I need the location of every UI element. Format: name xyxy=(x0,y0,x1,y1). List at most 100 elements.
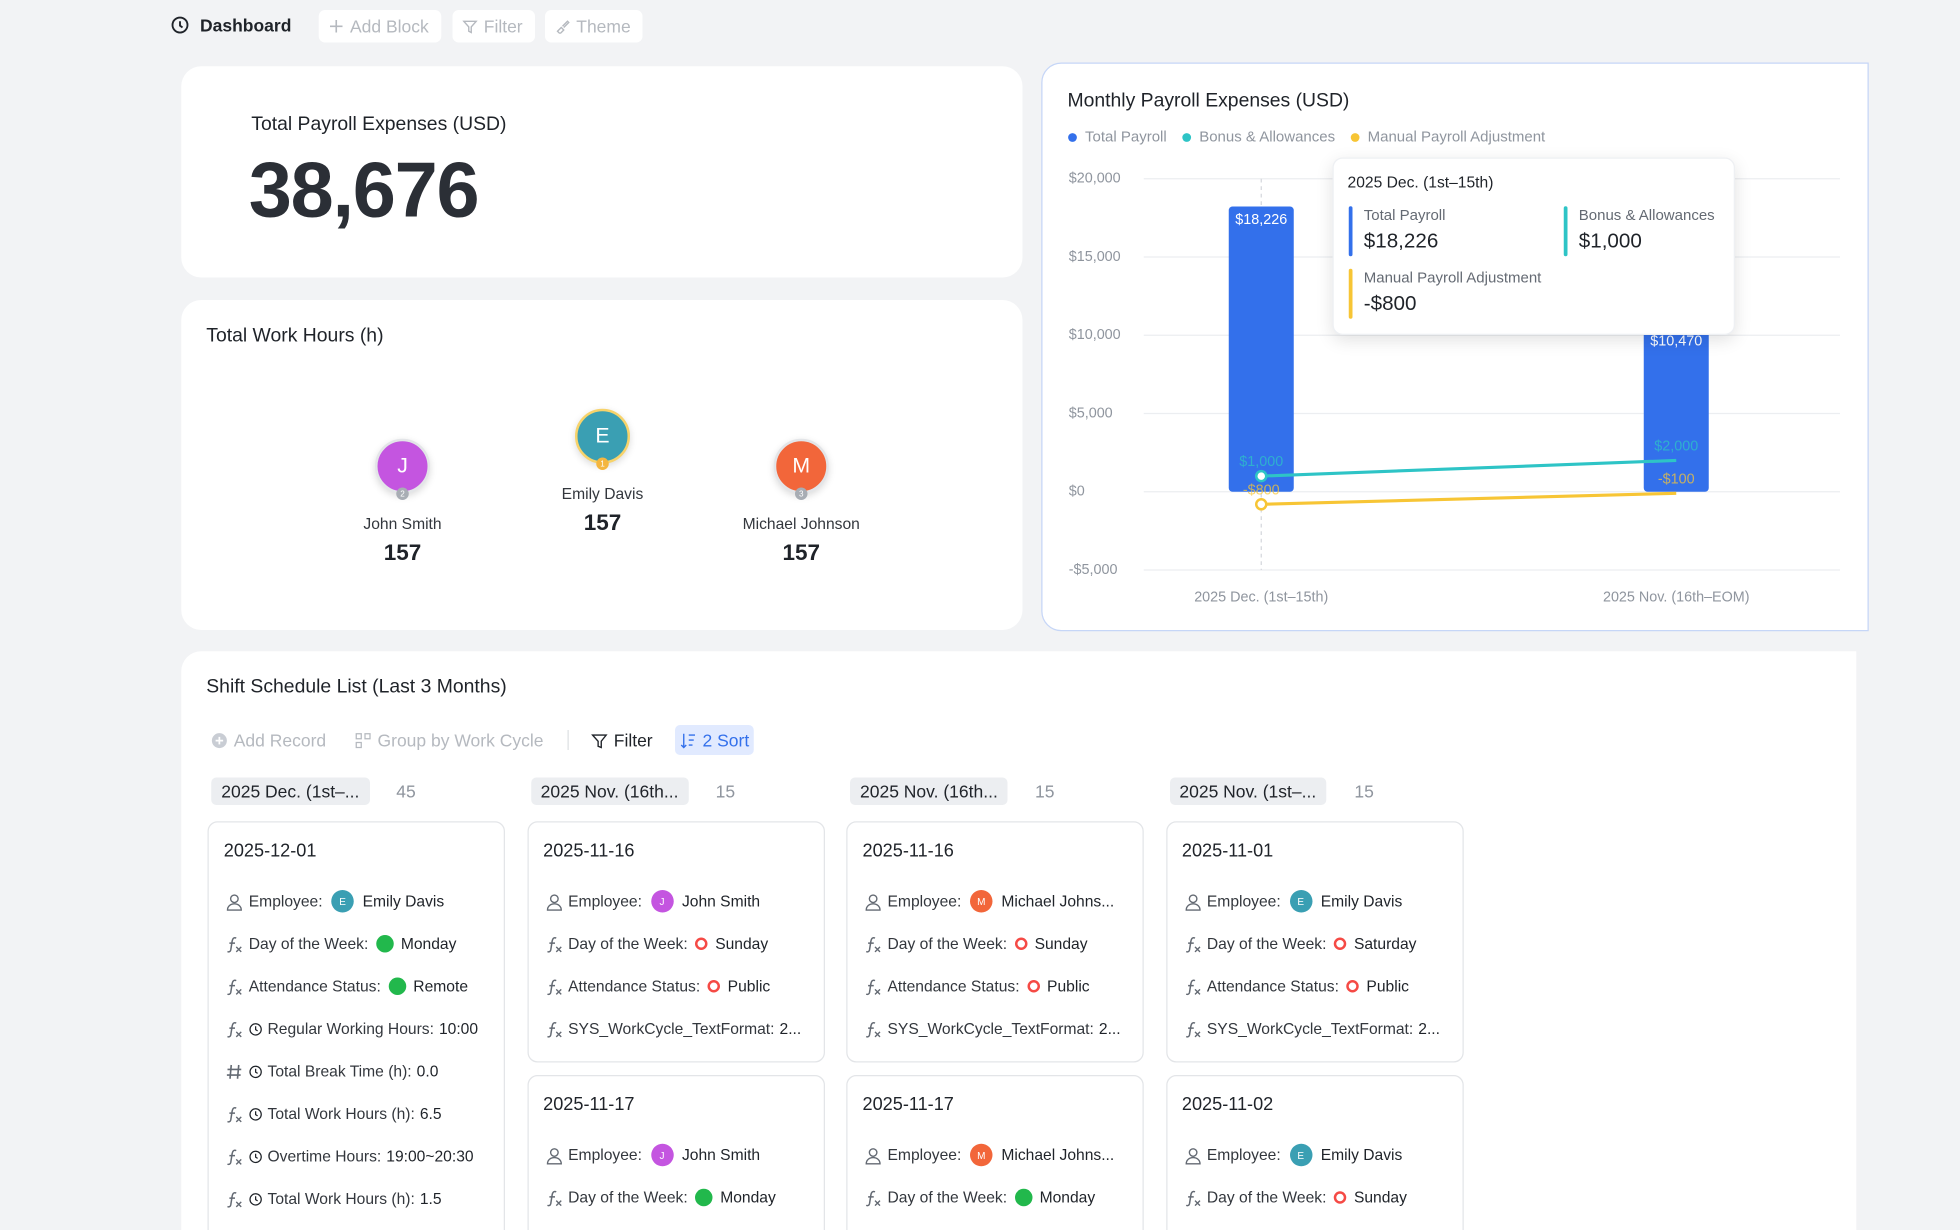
head xyxy=(1188,893,1197,903)
field-icon xyxy=(227,1148,242,1165)
field-icon xyxy=(226,893,242,911)
fx-f xyxy=(865,978,876,995)
field-icon xyxy=(865,978,881,995)
fx-x xyxy=(235,1200,242,1207)
field-avatar: J xyxy=(650,890,674,913)
field-label: Attendance Status: xyxy=(1206,977,1339,996)
field-label: Overtime Hours: xyxy=(267,1147,382,1166)
field-label: Employee: xyxy=(248,892,323,911)
record-field: Total Work Hours (h): 1.5 xyxy=(225,1186,442,1211)
tool-label: Filter xyxy=(613,730,653,750)
button-icon xyxy=(330,20,343,33)
kpi-label: Total Payroll Expenses (USD) xyxy=(251,113,507,135)
record-card[interactable]: 2025-11-16 Employee: M Michael Johns... Day … xyxy=(846,821,1144,1063)
group-label: 2025 Dec. (1st–... xyxy=(211,777,370,805)
field-icon xyxy=(865,893,881,911)
record-date: 2025-11-01 xyxy=(1181,841,1274,862)
field-icon xyxy=(546,936,562,952)
record-card[interactable]: 2025-11-17 Employee: J John Smith Day of the… xyxy=(526,1075,825,1230)
field-label: Attendance Status: xyxy=(248,977,381,996)
field-label: Day of the Week: xyxy=(568,1188,688,1207)
fx-f xyxy=(227,1021,237,1037)
fx-x xyxy=(555,1030,562,1037)
fx-f xyxy=(1185,978,1195,995)
schedule-card: Shift Schedule List (Last 3 Months) Add … xyxy=(181,651,1857,1230)
rank-badge: 1 xyxy=(596,457,609,470)
group-count: 15 xyxy=(1354,781,1374,802)
chart-card xyxy=(1041,62,1869,632)
group-label: 2025 Nov. (1st–... xyxy=(1169,777,1327,805)
schedule-tool[interactable]: Group by Work Cycle xyxy=(350,725,548,755)
body xyxy=(865,902,881,911)
record-field: SYS_WorkCycle_TextFormat: 2... xyxy=(1183,1016,1440,1041)
schedule-tool[interactable]: Filter xyxy=(586,725,657,755)
avatar: E xyxy=(575,408,630,464)
person-name: Michael Johnson xyxy=(742,515,860,533)
field-icon xyxy=(226,1064,242,1079)
body xyxy=(546,1156,562,1164)
record-field: Day of the Week: Monday xyxy=(225,931,456,956)
field-avatar: J xyxy=(650,1143,674,1167)
clock-hands xyxy=(255,1025,258,1031)
status-dot xyxy=(1014,937,1028,950)
status-dot xyxy=(1333,1191,1347,1204)
field-value: Emily Davis xyxy=(362,892,445,911)
fx-x xyxy=(874,1030,881,1037)
field-label: Total Work Hours (h): xyxy=(267,1105,415,1123)
record-field: Day of the Week: Monday xyxy=(864,1185,1095,1210)
field-value: Monday xyxy=(400,935,457,953)
record-field: Day of the Week: Sunday xyxy=(544,931,768,956)
record-card[interactable]: 2025-11-02 Employee: E Emily Davis Day of th… xyxy=(1165,1075,1464,1230)
dashboard-title: Dashboard xyxy=(200,15,292,35)
fx-f xyxy=(227,1148,237,1165)
tooltip-color-bar xyxy=(1348,268,1353,319)
head xyxy=(549,893,559,903)
record-card[interactable]: 2025-11-01 Employee: E Emily Davis Day of th… xyxy=(1165,821,1464,1063)
record-field: Regular Working Hours: 10:00 xyxy=(225,1016,478,1041)
record-date: 2025-11-17 xyxy=(862,1095,954,1115)
schedule-tool[interactable]: Add Record xyxy=(206,725,331,755)
fx-x xyxy=(235,1158,242,1165)
body xyxy=(865,1156,881,1164)
toolbar-button[interactable]: Filter xyxy=(452,10,535,43)
person-name: Emily Davis xyxy=(561,485,644,503)
status-dot xyxy=(1333,937,1347,950)
status-dot xyxy=(1346,980,1359,993)
fx-f xyxy=(227,1106,237,1122)
button-label: Theme xyxy=(576,16,631,37)
kpi-card: Total Payroll Expenses (USD) 38,676 xyxy=(181,66,1023,278)
field-label: Day of the Week: xyxy=(1206,935,1327,953)
s xyxy=(680,733,695,748)
field-value: 0.0 xyxy=(416,1062,439,1081)
field-value: Monday xyxy=(720,1188,776,1207)
group-label: 2025 Nov. (16th... xyxy=(530,777,689,805)
field-value: Monday xyxy=(1039,1188,1096,1207)
field-value: 2... xyxy=(1418,1020,1440,1038)
fx-f xyxy=(227,978,237,995)
field-value: 10:00 xyxy=(438,1020,479,1038)
fx-f xyxy=(1185,1021,1195,1037)
record-card[interactable]: 2025-11-17 Employee: M Michael Johns... Day … xyxy=(846,1075,1144,1230)
body xyxy=(546,902,562,911)
tool-label: 2 Sort xyxy=(702,730,750,750)
fx-f xyxy=(865,1190,876,1206)
toolbar-button[interactable]: Add Block xyxy=(318,10,442,43)
fx-f xyxy=(865,1021,876,1037)
fx-x xyxy=(1193,1030,1200,1037)
field-icon xyxy=(546,1147,562,1164)
field-value: Sunday xyxy=(1353,1188,1407,1207)
field-avatar: E xyxy=(1289,1143,1312,1167)
person-name: John Smith xyxy=(363,515,442,533)
field-label: Day of the Week: xyxy=(887,1188,1008,1207)
record-field: Employee: M Michael Johns... xyxy=(864,889,1114,914)
schedule-tool[interactable]: 2 Sort xyxy=(675,725,755,755)
field-label: SYS_WorkCycle_TextFormat: xyxy=(887,1020,1094,1038)
clock-icon xyxy=(249,1065,262,1078)
clock-face xyxy=(249,1150,262,1163)
record-card[interactable]: 2025-12-01 Employee: E Emily Davis Day of th… xyxy=(207,821,505,1230)
record-card[interactable]: 2025-11-16 Employee: J John Smith Day of the… xyxy=(526,821,825,1063)
avatar: M xyxy=(773,438,829,494)
field-icon xyxy=(1184,1147,1201,1164)
toolbar-button[interactable]: Theme xyxy=(545,10,643,43)
fx-x xyxy=(235,1030,242,1037)
